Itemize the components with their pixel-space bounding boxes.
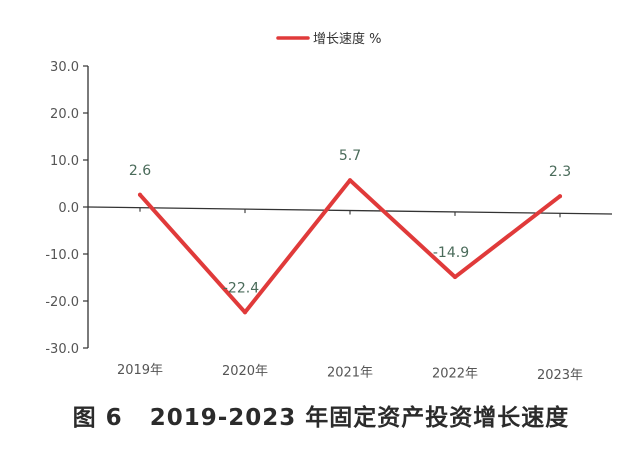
data-label: 2.6 bbox=[129, 163, 151, 179]
y-tick-label: 30.0 bbox=[50, 60, 79, 75]
series-line bbox=[138, 178, 562, 315]
x-tick-label: 2020年 bbox=[222, 364, 268, 379]
figure-title: 2019-2023 年固定资产投资增长速度 bbox=[149, 405, 570, 431]
data-label: 5.7 bbox=[339, 148, 361, 164]
chart-svg: 增长速度 % 30.0 20.0 10.0 0.0 -10.0 -20.0 -30.0 201… bbox=[45, 31, 613, 383]
ticks: 30.0 20.0 10.0 0.0 -10.0 -20.0 -30.0 2019年 2020年… bbox=[45, 60, 583, 383]
x-tick-label: 2019年 bbox=[117, 363, 163, 378]
y-tick-label: -30.0 bbox=[45, 342, 79, 357]
x-tick-label: 2023年 bbox=[537, 368, 583, 383]
data-point bbox=[138, 192, 142, 197]
y-tick-label: -20.0 bbox=[45, 295, 79, 310]
y-tick-label: 0.0 bbox=[58, 201, 79, 216]
axes bbox=[87, 66, 613, 348]
x-tick-label: 2021年 bbox=[327, 365, 373, 380]
data-labels: 2.6 -22.4 5.7 -14.9 2.3 bbox=[129, 148, 571, 296]
data-label: -14.9 bbox=[433, 245, 469, 261]
data-point bbox=[558, 194, 562, 199]
data-point bbox=[453, 275, 457, 280]
data-label: 2.3 bbox=[549, 164, 571, 180]
y-tick-label: 20.0 bbox=[50, 107, 79, 122]
y-tick-label: -10.0 bbox=[45, 248, 79, 263]
data-label: -22.4 bbox=[223, 280, 259, 296]
x-tick-label: 2022年 bbox=[432, 367, 478, 382]
legend-label: 增长速度 % bbox=[313, 31, 382, 47]
line-chart: 增长速度 % 30.0 20.0 10.0 0.0 -10.0 -20.0 -30.0 201… bbox=[45, 31, 613, 383]
figure-label: 图 6 bbox=[72, 405, 123, 431]
y-tick-label: 10.0 bbox=[50, 154, 79, 169]
data-point bbox=[243, 310, 247, 315]
legend: 增长速度 % bbox=[276, 31, 382, 47]
data-point bbox=[348, 178, 352, 183]
figure-caption: 图 6 2019-2023 年固定资产投资增长速度 bbox=[0, 398, 642, 432]
series-layer bbox=[138, 178, 562, 315]
